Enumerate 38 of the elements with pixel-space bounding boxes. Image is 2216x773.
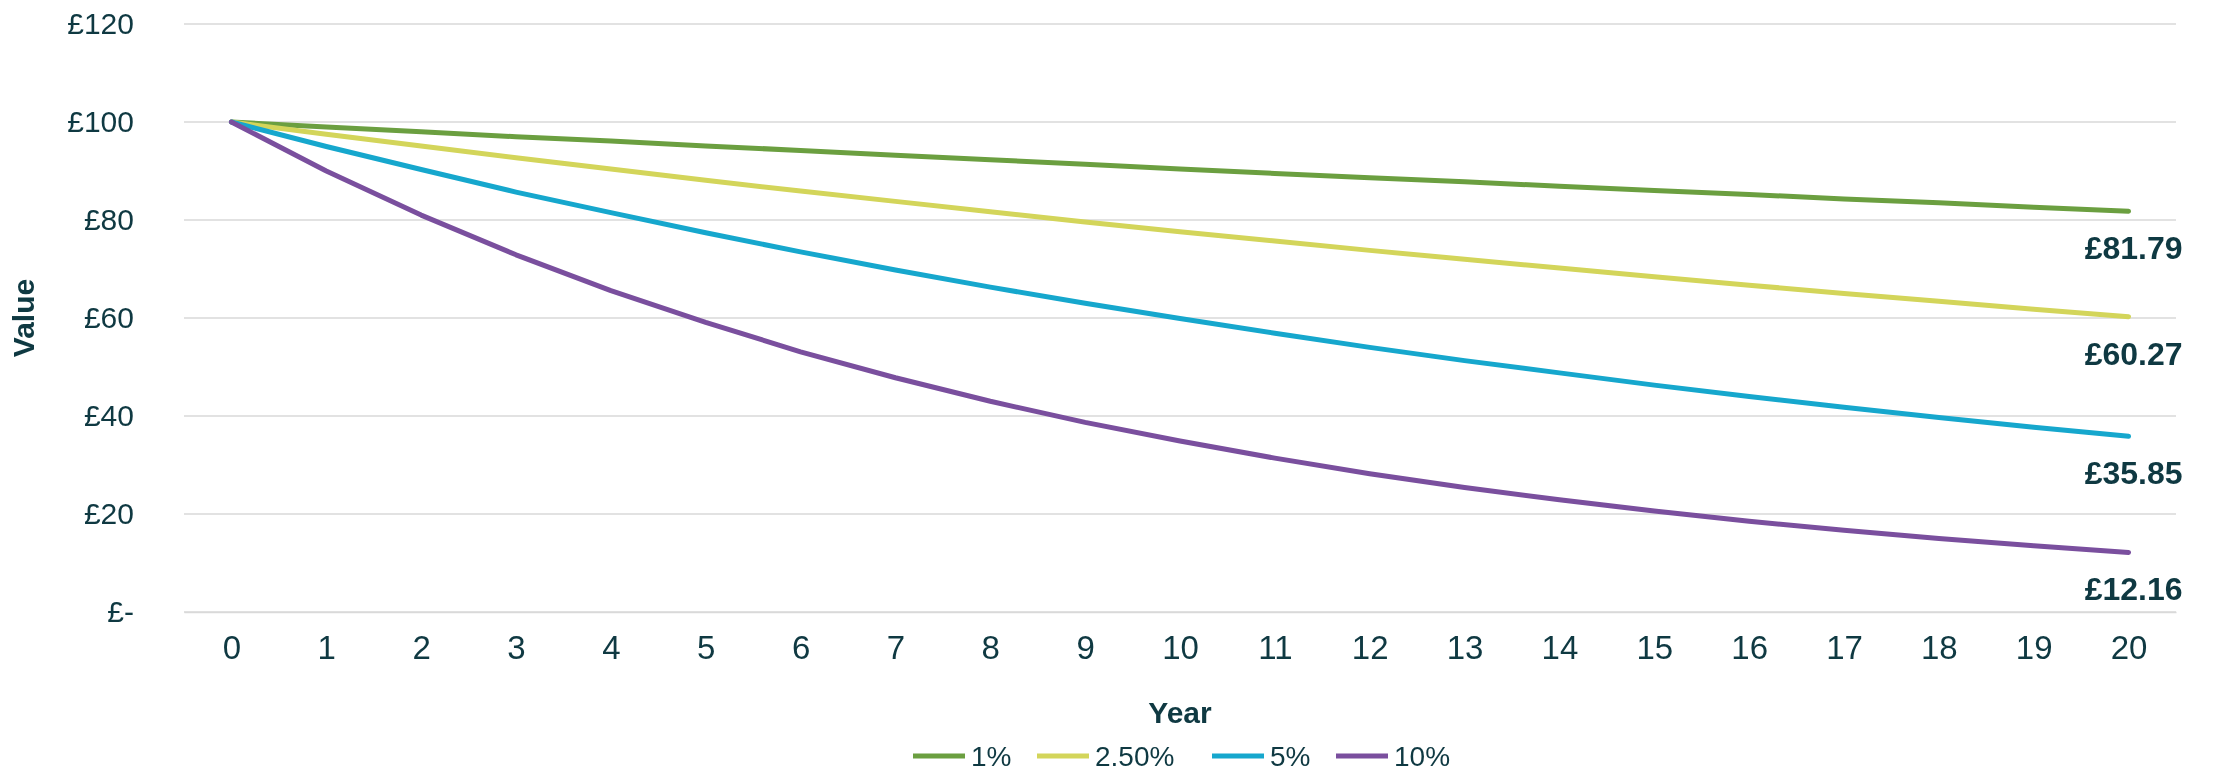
y-tick-label: £20 <box>83 497 134 531</box>
x-tick-label: 16 <box>1731 629 1768 667</box>
y-tick-label: £120 <box>67 7 134 41</box>
x-axis-title: Year <box>1148 696 1213 729</box>
x-tick-label: 1 <box>317 629 336 667</box>
x-tick-label: 8 <box>981 629 1000 667</box>
x-tick-label: 4 <box>602 629 621 667</box>
x-tick-label: 11 <box>1258 629 1293 667</box>
data-label: £35.85 <box>2084 455 2183 492</box>
y-axis-title: Value <box>7 278 40 358</box>
y-tick-label: £60 <box>83 301 134 335</box>
legend-label: 5% <box>1270 740 1311 772</box>
x-tick-label: 3 <box>507 629 526 667</box>
y-tick-label: £40 <box>83 399 134 433</box>
x-tick-label: 9 <box>1076 629 1095 667</box>
x-tick-label: 2 <box>412 629 431 667</box>
x-tick-label: 10 <box>1162 629 1199 667</box>
legend-label: 10% <box>1394 740 1451 772</box>
x-tick-label: 6 <box>791 629 811 667</box>
x-tick-label: 19 <box>2015 629 2053 667</box>
x-tick-label: 18 <box>1921 629 1958 667</box>
data-label: £12.16 <box>2084 571 2183 608</box>
x-tick-label: 12 <box>1351 629 1389 667</box>
y-tick-label: £80 <box>83 203 134 237</box>
y-tick-label: £100 <box>67 105 134 139</box>
y-tick-label: £- <box>107 595 134 629</box>
x-tick-label: 20 <box>2110 629 2148 667</box>
data-label: £81.79 <box>2084 230 2183 267</box>
legend-label: 1% <box>971 740 1012 772</box>
data-label: £60.27 <box>2084 335 2183 372</box>
x-tick-label: 14 <box>1541 629 1579 667</box>
x-tick-label: 5 <box>697 629 716 667</box>
x-tick-label: 15 <box>1636 629 1674 667</box>
x-tick-label: 17 <box>1826 629 1863 667</box>
legend-label: 2.50% <box>1095 740 1175 772</box>
x-tick-label: 0 <box>222 629 242 667</box>
x-tick-label: 13 <box>1446 629 1484 667</box>
x-tick-label: 7 <box>886 629 906 667</box>
